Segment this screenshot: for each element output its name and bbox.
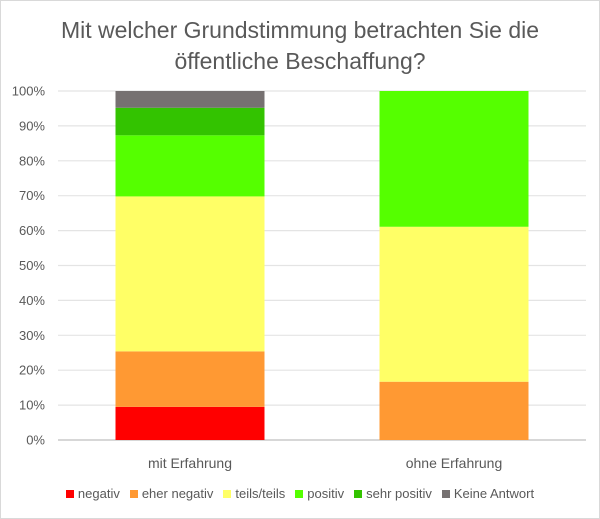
bar-segment-eher-negativ (115, 351, 265, 407)
legend-label: positiv (307, 486, 345, 501)
y-tick-label: 30% (19, 328, 45, 343)
legend-label: eher negativ (141, 486, 214, 501)
legend-swatch (354, 489, 363, 498)
legend-item: positiv (295, 486, 344, 501)
legend-label: sehr positiv (366, 486, 432, 501)
bar-segment-negativ (115, 406, 265, 440)
legend-swatch (295, 489, 304, 498)
legend-label: teils/teils (235, 486, 286, 501)
legend-item: Keine Antwort (441, 486, 535, 501)
legend-swatch (129, 489, 138, 498)
bar-segment-eher-negativ (379, 381, 529, 440)
legend-swatch (65, 489, 74, 498)
y-tick-label: 20% (19, 363, 45, 378)
legend-item: negativ (65, 486, 120, 501)
y-tick-label: 100% (12, 84, 46, 99)
chart-title: Mit welcher Grundstimmung betrachten Sie… (1, 15, 599, 77)
bar-segment-teils-teils (379, 226, 529, 382)
y-tick-label: 0% (26, 433, 45, 448)
y-tick-label: 80% (19, 153, 45, 168)
legend-swatch (223, 489, 232, 498)
y-tick-label: 50% (19, 258, 45, 273)
title-line-1: Mit welcher Grundstimmung betrachten Sie… (60, 17, 540, 43)
x-category-label: mit Erfahrung (148, 455, 232, 471)
legend-label: Keine Antwort (453, 486, 535, 501)
x-category-label: ohne Erfahrung (406, 455, 503, 471)
legend-swatch (441, 489, 450, 498)
y-tick-label: 90% (19, 118, 45, 133)
y-tick-label: 10% (19, 398, 45, 413)
y-tick-label: 70% (19, 188, 45, 203)
bar-segment-keine-antwort (115, 91, 265, 108)
y-tick-label: 60% (19, 223, 45, 238)
legend-item: sehr positiv (354, 486, 432, 501)
legend-item: teils/teils (223, 486, 285, 501)
bar-segment-teils-teils (115, 196, 265, 352)
legend: negativ eher negativ teils/teils positiv seh… (1, 486, 599, 501)
bar-segment-positiv (115, 135, 265, 197)
legend-item: eher negativ (129, 486, 214, 501)
y-tick-label: 40% (19, 293, 45, 308)
legend-label: negativ (77, 486, 120, 501)
title-line-2: öffentliche Beschaffung? (174, 48, 426, 74)
bar-segment-sehr-positiv (115, 107, 265, 136)
bar-segment-positiv (379, 91, 529, 227)
